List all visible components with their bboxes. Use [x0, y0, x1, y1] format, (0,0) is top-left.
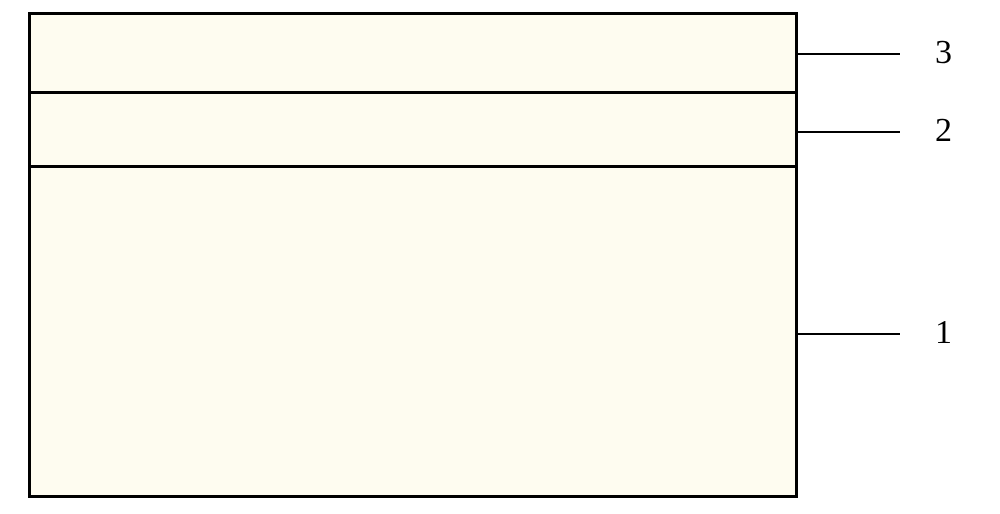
leader-line-3 — [798, 53, 900, 55]
label-2: 2 — [935, 112, 952, 150]
layer-1 — [28, 168, 798, 498]
leader-line-2 — [798, 131, 900, 133]
leader-line-1 — [798, 333, 900, 335]
label-1: 1 — [935, 314, 952, 352]
label-3: 3 — [935, 34, 952, 72]
layer-2 — [28, 94, 798, 168]
diagram-canvas: 3 2 1 — [0, 0, 1000, 514]
layer-3 — [28, 12, 798, 94]
